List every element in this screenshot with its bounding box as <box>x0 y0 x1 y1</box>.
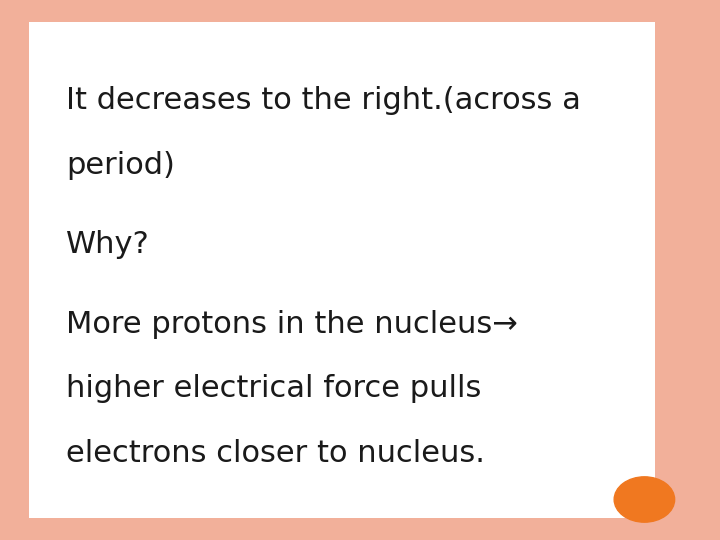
Text: Why?: Why? <box>66 230 150 259</box>
Text: higher electrical force pulls: higher electrical force pulls <box>66 374 482 403</box>
Text: electrons closer to nucleus.: electrons closer to nucleus. <box>66 439 485 468</box>
Text: It decreases to the right.(across a: It decreases to the right.(across a <box>66 86 581 115</box>
Text: period): period) <box>66 151 175 180</box>
Text: More protons in the nucleus→: More protons in the nucleus→ <box>66 310 518 339</box>
